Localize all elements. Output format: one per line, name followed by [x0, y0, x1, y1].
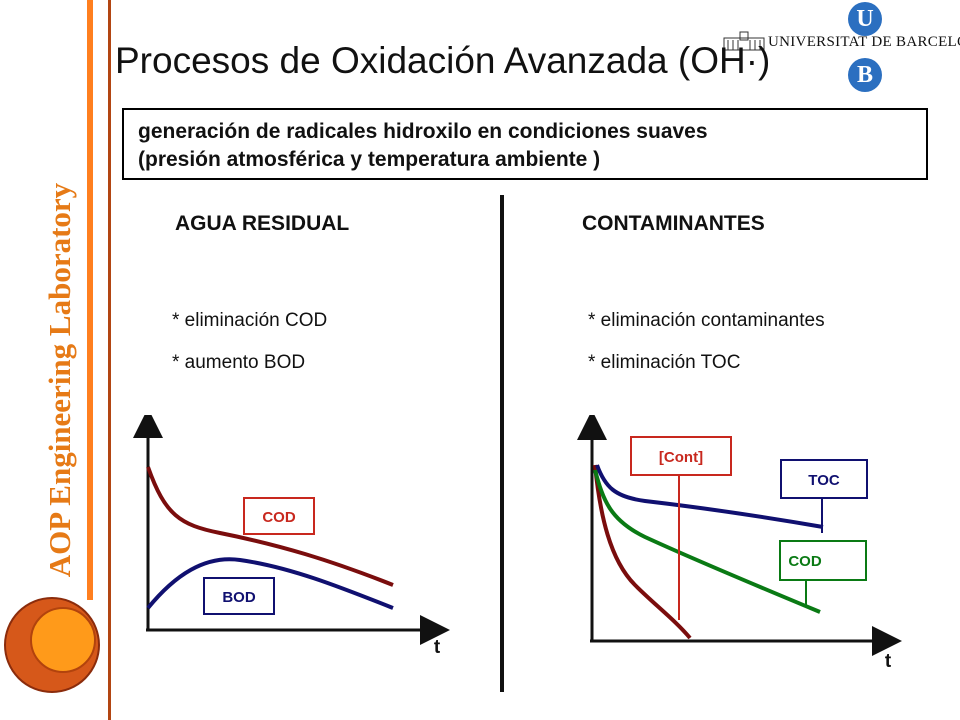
- right-toc-curve: [595, 464, 824, 529]
- right-cod-curve: [593, 469, 821, 614]
- right-item-2: * eliminación TOC: [588, 352, 741, 373]
- right-toc-box: [780, 459, 868, 499]
- university-name: UNIVERSITAT DE BARCELONA: [768, 34, 960, 50]
- left-heading: AGUA RESIDUAL: [175, 212, 350, 235]
- university-logo-u-icon: U: [848, 2, 882, 36]
- university-logo-b-icon: B: [848, 58, 882, 92]
- lab-logo-inner-circle: [30, 607, 96, 673]
- right-item-1: * eliminación contaminantes: [588, 310, 825, 331]
- right-x-label: t: [885, 651, 892, 672]
- right-heading: CONTAMINANTES: [582, 212, 765, 235]
- intro-line-2: (presión atmosférica y temperatura ambie…: [138, 148, 601, 171]
- sidebar-accent-bar: [87, 0, 93, 600]
- column-divider: [500, 195, 504, 692]
- right-cont-label: [Cont]: [659, 449, 703, 466]
- left-diagram: COD BOD t: [133, 415, 450, 658]
- right-diagram: [Cont] TOC COD t: [577, 415, 902, 672]
- intro-line-1: generación de radicales hidroxilo en con…: [138, 120, 708, 143]
- right-cod-box: [779, 540, 867, 581]
- left-cod-curve: [146, 466, 394, 587]
- left-item-1: * eliminación COD: [172, 310, 328, 331]
- left-item-2: * aumento BOD: [172, 352, 306, 373]
- right-cont-curve: [593, 464, 692, 640]
- university-building-icon: [723, 31, 765, 51]
- right-toc-label: TOC: [808, 472, 840, 489]
- left-x-label: t: [434, 637, 441, 658]
- sidebar-divider-line: [108, 0, 111, 720]
- slide-title: Procesos de Oxidación Avanzada (OH·): [115, 40, 771, 81]
- left-bod-label: BOD: [222, 589, 256, 606]
- left-bod-curve: [146, 557, 394, 610]
- right-cod-label: COD: [788, 553, 822, 570]
- left-cod-box: [243, 497, 315, 535]
- left-cod-label: COD: [262, 509, 296, 526]
- intro-box: generación de radicales hidroxilo en con…: [122, 108, 928, 180]
- left-bod-box: [203, 577, 275, 615]
- right-cont-box: [630, 436, 732, 476]
- lab-name-vertical: AOP Engineering Laboratory: [42, 182, 77, 578]
